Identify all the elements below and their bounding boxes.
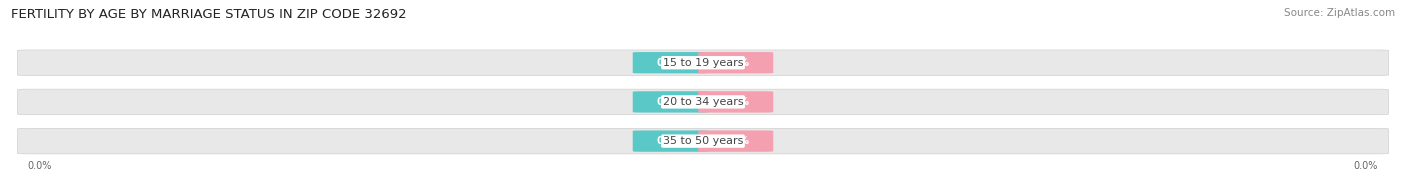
Text: 0.0%: 0.0% — [723, 136, 749, 146]
Text: 20 to 34 years: 20 to 34 years — [662, 97, 744, 107]
FancyBboxPatch shape — [633, 131, 707, 152]
FancyBboxPatch shape — [17, 89, 1389, 115]
FancyBboxPatch shape — [17, 128, 1389, 154]
Text: 35 to 50 years: 35 to 50 years — [662, 136, 744, 146]
FancyBboxPatch shape — [633, 91, 707, 113]
Text: 0.0%: 0.0% — [1354, 161, 1378, 171]
Text: 0.0%: 0.0% — [657, 58, 683, 68]
Text: 15 to 19 years: 15 to 19 years — [662, 58, 744, 68]
Text: 0.0%: 0.0% — [657, 136, 683, 146]
FancyBboxPatch shape — [17, 50, 1389, 75]
FancyBboxPatch shape — [633, 52, 707, 73]
FancyBboxPatch shape — [699, 52, 773, 73]
Text: 0.0%: 0.0% — [28, 161, 52, 171]
FancyBboxPatch shape — [699, 91, 773, 113]
FancyBboxPatch shape — [699, 131, 773, 152]
Text: 0.0%: 0.0% — [657, 97, 683, 107]
Text: 0.0%: 0.0% — [723, 97, 749, 107]
Text: Source: ZipAtlas.com: Source: ZipAtlas.com — [1284, 8, 1395, 18]
Text: FERTILITY BY AGE BY MARRIAGE STATUS IN ZIP CODE 32692: FERTILITY BY AGE BY MARRIAGE STATUS IN Z… — [11, 8, 406, 21]
Text: 0.0%: 0.0% — [723, 58, 749, 68]
